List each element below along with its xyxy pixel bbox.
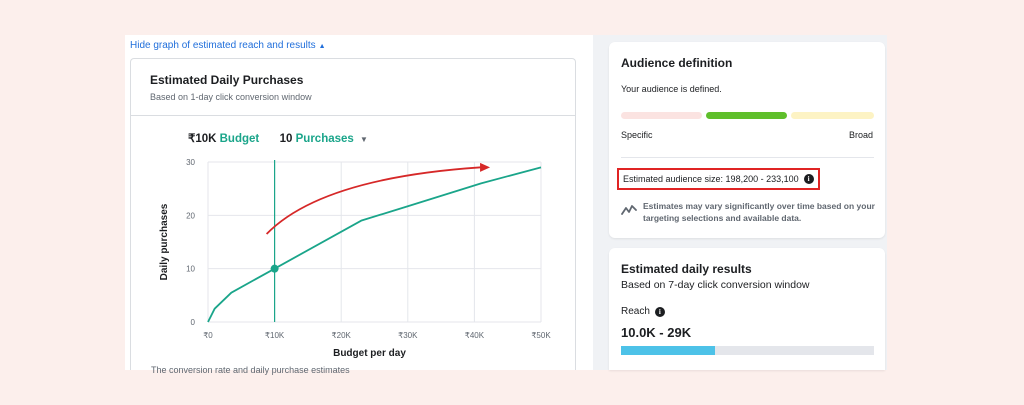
budget-label: Budget: [219, 133, 260, 145]
purchases-value: 10: [279, 133, 293, 145]
x-tick-label: ₹10K: [265, 331, 285, 340]
selection-summary: ₹10K Budget 10 Purchases ▼: [188, 131, 368, 145]
budget-value: ₹10K: [188, 133, 217, 145]
hide-graph-link[interactable]: Hide graph of estimated reach and result…: [130, 40, 326, 51]
reach-label: Reach: [621, 306, 650, 317]
caret-up-icon: ▲: [318, 43, 326, 50]
y-axis-label: Daily purchases: [159, 203, 170, 280]
meter-specific-label: Specific: [621, 130, 653, 140]
hide-graph-label: Hide graph of estimated reach and result…: [130, 40, 316, 51]
trend-icon: [621, 205, 637, 215]
reach-label-row: Reach i: [621, 306, 665, 317]
estimated-purchases-card: Estimated Daily Purchases Based on 1-day…: [130, 58, 577, 375]
audience-meter: [621, 112, 874, 119]
reach-bar: [621, 346, 874, 355]
audience-status: Your audience is defined.: [621, 84, 722, 94]
daily-results-card: Estimated daily results Based on 7-day c…: [609, 248, 885, 370]
info-icon[interactable]: i: [654, 306, 665, 317]
audience-definition-card: Audience definition Your audience is def…: [609, 42, 885, 238]
divider: [621, 157, 874, 158]
y-tick-label: 20: [186, 211, 195, 220]
results-title: Estimated daily results: [621, 262, 752, 276]
info-icon[interactable]: i: [803, 174, 814, 184]
x-axis-label: Budget per day: [333, 348, 406, 359]
x-tick-label: ₹30K: [398, 331, 418, 340]
series-line: [207, 166, 542, 323]
audience-size-highlight: Estimated audience size: 198,200 - 233,1…: [617, 168, 820, 190]
purchases-chart[interactable]: ₹0 ₹10K ₹20K ₹30K ₹40K ₹50K 0 10 20 30 Budget per …: [131, 154, 577, 369]
graph-footnote: The conversion rate and daily purchase e…: [151, 365, 350, 375]
reach-value: 10.0K - 29K: [621, 325, 692, 340]
y-tick-label: 30: [186, 158, 195, 167]
trend-arrow: [265, 166, 482, 235]
audience-title: Audience definition: [621, 56, 733, 70]
chevron-down-icon[interactable]: ▼: [360, 135, 368, 144]
selected-point: [270, 264, 279, 273]
y-tick-label: 10: [186, 265, 195, 274]
estimate-note: Estimates may vary significantly over ti…: [643, 201, 875, 223]
graph-title: Estimated Daily Purchases: [150, 73, 304, 87]
sidebar-column: Audience definition Your audience is def…: [593, 35, 887, 370]
audience-size-text: Estimated audience size: 198,200 - 233,1…: [623, 174, 799, 184]
x-tick-label: ₹40K: [465, 331, 485, 340]
reach-bar-fill: [621, 346, 715, 355]
meter-broad-label: Broad: [848, 130, 873, 140]
graph-card-header: Estimated Daily Purchases Based on 1-day…: [131, 59, 575, 116]
graph-subtitle: Based on 1-day click conversion window: [150, 92, 312, 102]
meter-active-segment: [706, 112, 787, 119]
results-subtitle: Based on 7-day click conversion window: [621, 279, 810, 291]
x-tick-label: ₹20K: [332, 331, 352, 340]
y-tick-label: 0: [191, 318, 196, 327]
meter-specific-segment: [621, 112, 702, 119]
meter-broad-segment: [791, 112, 874, 119]
graph-column: Hide graph of estimated reach and result…: [125, 35, 585, 375]
purchases-dropdown[interactable]: Purchases: [295, 133, 354, 145]
ads-manager-panel: Hide graph of estimated reach and result…: [125, 35, 887, 375]
x-tick-label: ₹0: [203, 331, 213, 340]
trend-arrow-head: [480, 162, 491, 172]
x-tick-label: ₹50K: [531, 331, 551, 340]
